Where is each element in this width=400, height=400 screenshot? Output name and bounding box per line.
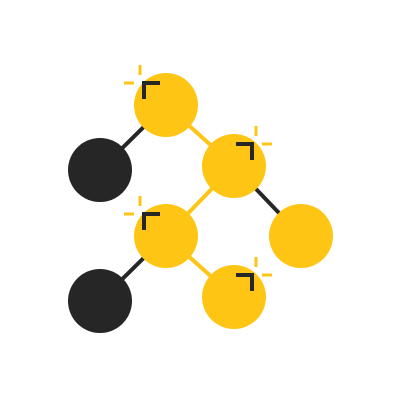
node-top-circle <box>134 73 198 137</box>
node-middle-right-circle <box>202 134 266 198</box>
node-center-sparkle <box>124 196 160 230</box>
node-upper-left-circle <box>68 138 132 202</box>
node-bottom-sparkle <box>236 257 272 291</box>
node-middle-right-sparkle <box>236 126 272 160</box>
node-lower-left-circle <box>68 269 132 333</box>
node-top-sparkle <box>124 65 160 99</box>
sparkle-highlights <box>124 65 272 291</box>
node-far-right-circle <box>269 204 333 268</box>
bond-lines <box>98 103 303 303</box>
node-bottom-circle <box>202 265 266 329</box>
node-center-circle <box>134 204 198 268</box>
